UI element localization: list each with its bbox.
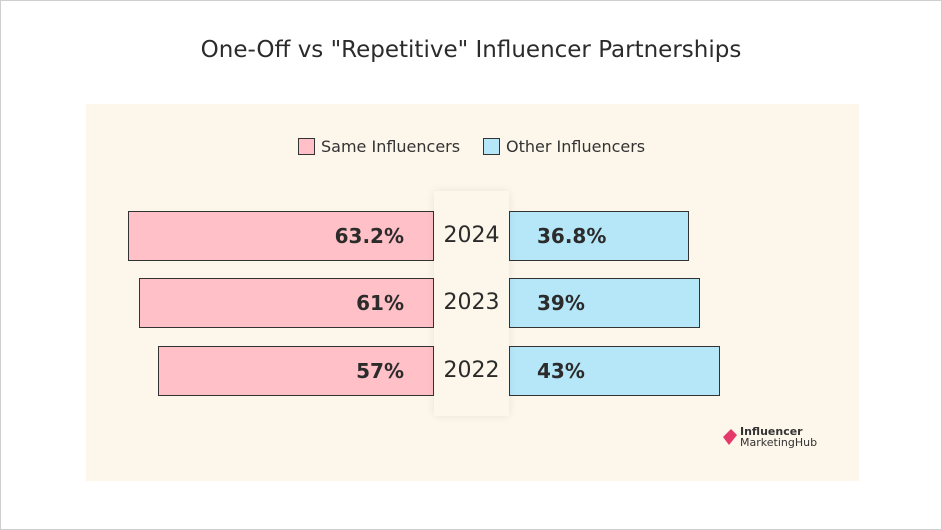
year-label-2023: 2023	[443, 290, 500, 315]
bar-other-2022	[509, 346, 720, 396]
label-other-2022: 43%	[537, 359, 585, 383]
bar-same-2023	[138, 278, 434, 328]
logo-line1: Influencer	[740, 425, 803, 438]
chart-title: One-Off vs "Repetitive" Influencer Partn…	[200, 37, 742, 63]
label-other-2024: 36.8%	[537, 224, 607, 248]
label-same-2023: 61%	[356, 291, 404, 315]
legend-swatch-same	[298, 138, 315, 155]
label-same-2024: 63.2%	[334, 224, 404, 248]
legend-item-same: Same Influencers	[298, 137, 460, 156]
logo-line2: MarketingHub	[740, 436, 818, 449]
bar-same-2022	[158, 346, 434, 396]
legend-swatch-other	[483, 138, 500, 155]
bar-other-2024	[509, 211, 690, 261]
logo: Influencer MarketingHub	[723, 426, 817, 448]
year-label-2022: 2022	[443, 358, 500, 383]
legend-label-other: Other Influencers	[506, 137, 646, 156]
year-label-2024: 2024	[443, 223, 500, 248]
legend-item-other: Other Influencers	[483, 137, 645, 156]
center-gap	[434, 191, 509, 416]
bar-same-2024	[128, 211, 434, 261]
logo-mark-icon	[723, 429, 737, 445]
bar-other-2023	[509, 278, 701, 328]
label-other-2023: 39%	[537, 291, 585, 315]
label-same-2022: 57%	[356, 359, 404, 383]
legend-label-same: Same Influencers	[321, 137, 461, 156]
